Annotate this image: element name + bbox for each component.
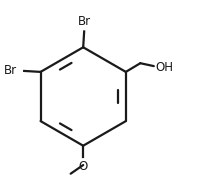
- Text: OH: OH: [155, 61, 173, 74]
- Text: O: O: [78, 160, 87, 173]
- Text: Br: Br: [4, 64, 17, 77]
- Text: Br: Br: [77, 15, 90, 28]
